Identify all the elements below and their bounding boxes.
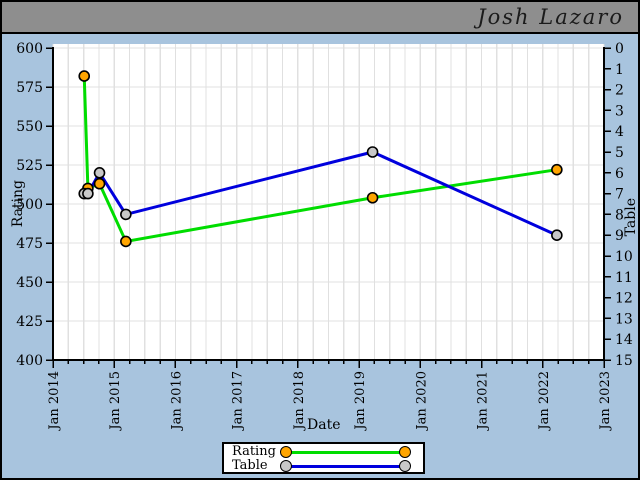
svg-text:600: 600 xyxy=(16,41,43,57)
svg-text:550: 550 xyxy=(16,119,43,135)
svg-text:Jan 2017: Jan 2017 xyxy=(231,371,246,432)
table-marker-icon xyxy=(280,460,292,472)
svg-text:450: 450 xyxy=(16,275,43,291)
rating-line-sample xyxy=(285,450,406,454)
svg-text:Jan 2014: Jan 2014 xyxy=(47,371,62,432)
svg-text:0: 0 xyxy=(615,41,624,57)
svg-text:475: 475 xyxy=(16,236,43,252)
legend-item-rating: Rating xyxy=(224,445,423,459)
chart-region: 600 575 550 525 500 475 450 425 400 0 1 2 3 4 5 6 7 8 9 10 1… xyxy=(2,36,638,478)
rating-marker-icon xyxy=(399,446,411,458)
svg-text:400: 400 xyxy=(16,353,43,369)
svg-text:8: 8 xyxy=(615,207,624,223)
window-title: Josh Lazaro xyxy=(477,5,624,29)
legend-swatch-rating-line xyxy=(280,446,411,458)
svg-text:5: 5 xyxy=(615,145,624,161)
svg-text:11: 11 xyxy=(615,270,633,286)
table-line-sample xyxy=(285,464,406,468)
svg-text:15: 15 xyxy=(615,353,633,369)
svg-text:575: 575 xyxy=(16,80,43,96)
svg-text:10: 10 xyxy=(615,249,633,265)
svg-text:Jan 2016: Jan 2016 xyxy=(169,371,184,432)
svg-text:2: 2 xyxy=(615,83,624,99)
window-titlebar: Josh Lazaro xyxy=(2,2,638,34)
svg-text:525: 525 xyxy=(16,158,43,174)
legend-swatch-table-line xyxy=(280,460,411,472)
x-axis-title-date: Date xyxy=(307,417,341,433)
y-axis-title-table: Table xyxy=(623,198,639,237)
svg-text:Jan 2020: Jan 2020 xyxy=(414,371,429,432)
chart-canvas: 6005755505255004754504254000123456789101… xyxy=(16,41,633,432)
svg-text:Jan 2021: Jan 2021 xyxy=(476,371,491,432)
svg-text:Jan 2019: Jan 2019 xyxy=(353,371,368,432)
svg-text:9: 9 xyxy=(615,228,624,244)
svg-text:500: 500 xyxy=(16,197,43,213)
svg-text:7: 7 xyxy=(615,187,624,203)
legend: Rating Table xyxy=(222,442,425,474)
y-axis-title-rating: Rating xyxy=(10,180,26,228)
svg-text:Jan 2022: Jan 2022 xyxy=(537,371,552,432)
svg-text:Jan 2023: Jan 2023 xyxy=(598,371,613,432)
svg-text:12: 12 xyxy=(615,291,633,307)
svg-text:Jan 2018: Jan 2018 xyxy=(292,371,307,432)
legend-label-table: Table xyxy=(232,458,268,473)
legend-item-table: Table xyxy=(224,459,423,473)
svg-text:Jan 2015: Jan 2015 xyxy=(108,371,123,432)
svg-text:14: 14 xyxy=(615,332,633,348)
svg-text:425: 425 xyxy=(16,314,43,330)
svg-text:13: 13 xyxy=(615,311,633,327)
svg-text:4: 4 xyxy=(615,124,624,140)
legend-label-rating: Rating xyxy=(232,444,276,459)
svg-text:1: 1 xyxy=(615,62,624,78)
rating-marker-icon xyxy=(280,446,292,458)
svg-text:6: 6 xyxy=(615,166,624,182)
table-marker-icon xyxy=(399,460,411,472)
svg-text:3: 3 xyxy=(615,103,624,119)
